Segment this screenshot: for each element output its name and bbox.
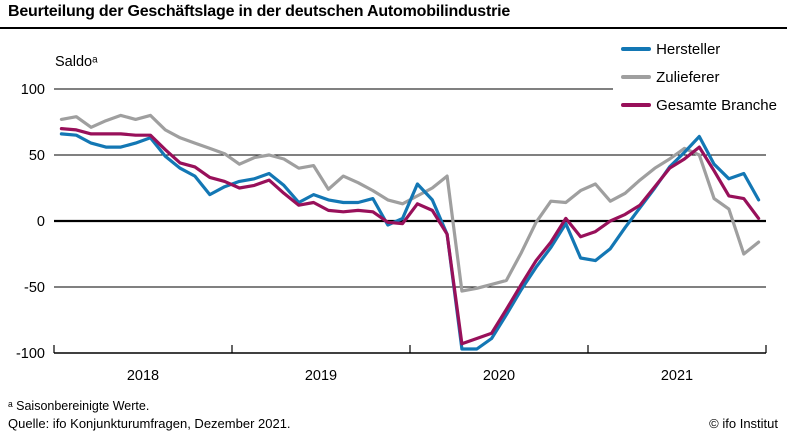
x-tick-label: 2020	[483, 368, 515, 384]
x-tick-label: 2021	[661, 368, 693, 384]
x-tick-label: 2019	[305, 368, 337, 384]
y-tick-label: -50	[24, 280, 45, 296]
legend-swatch-hersteller	[621, 46, 652, 52]
y-tick-label: 0	[37, 214, 45, 230]
legend-item-zulieferer: Zulieferer	[621, 67, 777, 87]
legend-label: Hersteller	[656, 40, 721, 58]
legend-item-gesamte-branche: Gesamte Branche	[621, 95, 777, 115]
y-tick-label: 100	[21, 82, 45, 98]
chart-title: Beurteilung der Geschäftslage in der deu…	[8, 3, 511, 20]
legend-swatch-zulieferer	[621, 74, 652, 80]
legend-item-hersteller: Hersteller	[621, 39, 777, 59]
y-tick-label: -100	[16, 346, 45, 362]
source-note: Quelle: ifo Konjunkturumfragen, Dezember…	[8, 416, 291, 431]
y-axis-caption: Saldoᵃ	[55, 54, 98, 70]
footnote: ᵃ Saisonbereinigte Werte.	[8, 399, 150, 413]
legend: Hersteller Zulieferer Gesamte Branche	[613, 37, 779, 123]
x-tick-label: 2018	[127, 368, 159, 384]
series-line-gesamte-branche	[59, 127, 761, 346]
legend-label: Gesamte Branche	[656, 96, 777, 114]
series-line-hersteller	[59, 132, 761, 351]
title-rule	[0, 27, 787, 29]
copyright-note: © ifo Institut	[709, 416, 778, 431]
y-tick-label: 50	[29, 148, 45, 164]
legend-swatch-gesamte-branche	[621, 102, 652, 108]
legend-label: Zulieferer	[656, 68, 720, 86]
